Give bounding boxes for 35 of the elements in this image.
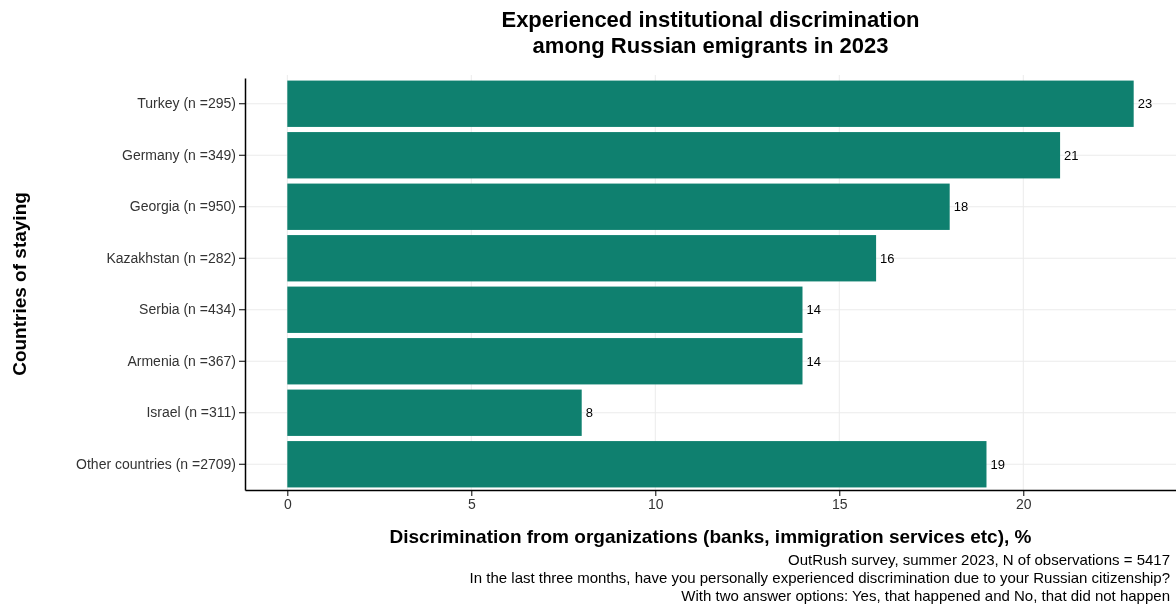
- data-label: 8: [585, 405, 593, 421]
- data-label: 14: [806, 302, 821, 318]
- x-tick-label: 5: [467, 495, 476, 512]
- x-tick-label: 15: [832, 495, 848, 512]
- bar: [287, 132, 1061, 179]
- y-tick-label: Armenia (n =367): [127, 352, 236, 369]
- y-tick-label: Turkey (n =295): [137, 95, 236, 112]
- text: With two answer options: Yes, that happened and No, that did not happen: [681, 587, 1170, 604]
- text: In the last three months, have you personally experienced discrimination due to your Russian citizenship?: [469, 569, 1170, 586]
- y-tick-label: Serbia (n =434): [139, 301, 236, 318]
- bar: [287, 235, 877, 282]
- y-tick-label: Georgia (n =950): [129, 198, 236, 215]
- x-tick-label: 10: [648, 495, 664, 512]
- data-label: 19: [990, 456, 1005, 472]
- data-label: 16: [880, 250, 895, 266]
- chart-title: Experienced institutional discrimination among Russian emigrants in 2023: [501, 7, 920, 58]
- x-tick-label: 20: [1016, 495, 1032, 512]
- x-axis-title: Discrimination from organizations (banks, immigration services etc), %: [389, 526, 1032, 547]
- y-axis-title: Countries of staying: [9, 192, 30, 376]
- y-tick-label: Israel (n =311): [146, 404, 236, 421]
- x-tick-label: 0: [283, 495, 292, 512]
- data-label: 18: [953, 199, 969, 215]
- bar: [287, 389, 582, 436]
- y-tick-label: Kazakhstan (n =282): [106, 249, 236, 266]
- text: OutRush survey, summer 2023, N of observations = 5417: [788, 551, 1170, 568]
- bar: [287, 80, 1134, 127]
- bar: [287, 286, 803, 333]
- data-label: 14: [806, 353, 821, 369]
- y-tick-label: Germany (n =349): [122, 146, 236, 163]
- data-label: 23: [1137, 96, 1153, 112]
- y-tick-label: Other countries (n =2709): [76, 455, 236, 472]
- bar: [287, 183, 950, 230]
- bar: [287, 338, 803, 385]
- data-label: 21: [1064, 147, 1079, 163]
- bar: [287, 441, 987, 488]
